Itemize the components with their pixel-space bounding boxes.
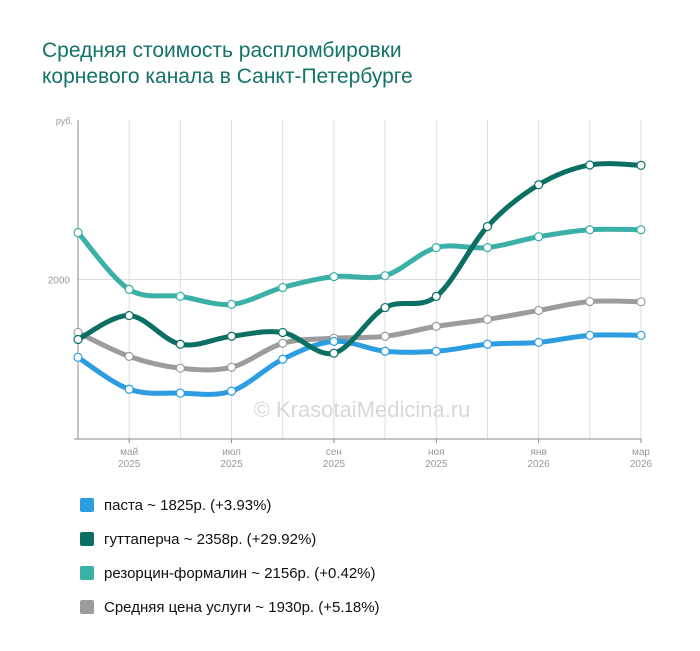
- legend-label: резорцин-формалин ~ 2156р. (+0.42%): [104, 564, 376, 582]
- legend-swatch: [80, 566, 94, 580]
- chart-title: Средняя стоимость распломбировки корнево…: [42, 39, 413, 88]
- data-point: [278, 282, 288, 293]
- x-tick-year: 2025: [323, 459, 346, 470]
- x-tick-year: 2025: [220, 459, 243, 470]
- legend-swatch: [80, 600, 94, 614]
- data-point: [73, 334, 83, 345]
- data-point: [482, 314, 493, 324]
- x-tick-month: май: [120, 447, 138, 458]
- data-point: [226, 299, 237, 309]
- legend-swatch: [80, 498, 94, 512]
- data-point: [278, 354, 288, 364]
- legend-item[interactable]: гуттаперча ~ 2358р. (+29.92%): [80, 522, 380, 556]
- data-point: [124, 284, 134, 294]
- data-point: [329, 272, 339, 282]
- series-line-2: [75, 226, 644, 308]
- legend-label: Средняя цена услуги ~ 1930р. (+5.18%): [104, 598, 380, 616]
- data-point: [636, 225, 646, 235]
- data-point: [482, 221, 493, 232]
- data-point: [636, 297, 646, 307]
- x-tick-month: июл: [222, 447, 241, 458]
- legend-item[interactable]: резорцин-формалин ~ 2156р. (+0.42%): [80, 556, 380, 590]
- data-point: [534, 337, 544, 347]
- line-chart: 2000руб.май2025июл2025сен2025ноя2025янв2…: [48, 116, 653, 470]
- data-point: [482, 339, 493, 349]
- data-point: [226, 386, 237, 396]
- x-tick-year: 2026: [528, 459, 551, 470]
- x-tick-month: сен: [326, 447, 342, 458]
- watermark: © KrasotaiMedicina.ru: [254, 397, 471, 422]
- data-point: [636, 330, 646, 340]
- data-point: [175, 388, 185, 398]
- data-point: [534, 180, 544, 190]
- data-point: [636, 160, 646, 170]
- x-tick-year: 2025: [118, 459, 141, 470]
- x-tick-month: мар: [632, 447, 650, 458]
- data-point: [278, 338, 288, 348]
- data-point: [585, 330, 595, 340]
- legend-label: паста ~ 1825р. (+3.93%): [104, 496, 272, 514]
- y-tick-label: 2000: [48, 276, 71, 287]
- data-point: [226, 362, 237, 372]
- legend-item[interactable]: паста ~ 1825р. (+3.93%): [80, 488, 380, 522]
- y-axis-unit: руб.: [56, 116, 73, 126]
- data-point: [380, 331, 390, 341]
- data-point: [380, 302, 390, 313]
- legend-label: гуттаперча ~ 2358р. (+29.92%): [104, 530, 317, 548]
- x-tick-year: 2026: [630, 459, 653, 470]
- data-point: [124, 351, 134, 361]
- data-point: [585, 160, 595, 170]
- x-tick-year: 2025: [425, 459, 448, 470]
- x-tick-month: ноя: [428, 447, 445, 458]
- data-point: [431, 346, 441, 356]
- data-point: [431, 321, 441, 331]
- data-point: [482, 243, 493, 253]
- data-point: [329, 348, 339, 358]
- data-point: [175, 339, 185, 349]
- data-point: [380, 271, 390, 281]
- data-point: [124, 384, 134, 394]
- data-point: [73, 352, 83, 362]
- legend: паста ~ 1825р. (+3.93%) гуттаперча ~ 2358…: [80, 488, 380, 624]
- data-point: [226, 331, 237, 341]
- data-point: [175, 291, 185, 302]
- data-point: [431, 291, 441, 302]
- data-point: [585, 296, 595, 307]
- legend-item[interactable]: Средняя цена услуги ~ 1930р. (+5.18%): [80, 590, 380, 624]
- data-point: [73, 228, 83, 238]
- data-point: [175, 363, 185, 373]
- x-tick-month: янв: [531, 447, 547, 458]
- legend-swatch: [80, 532, 94, 546]
- data-point: [329, 336, 339, 346]
- data-point: [124, 310, 134, 321]
- data-point: [278, 327, 288, 338]
- data-point: [534, 232, 544, 242]
- series-line-1: [75, 161, 644, 357]
- data-point: [380, 346, 390, 356]
- data-point: [431, 243, 441, 253]
- data-point: [534, 305, 544, 316]
- data-point: [585, 225, 595, 235]
